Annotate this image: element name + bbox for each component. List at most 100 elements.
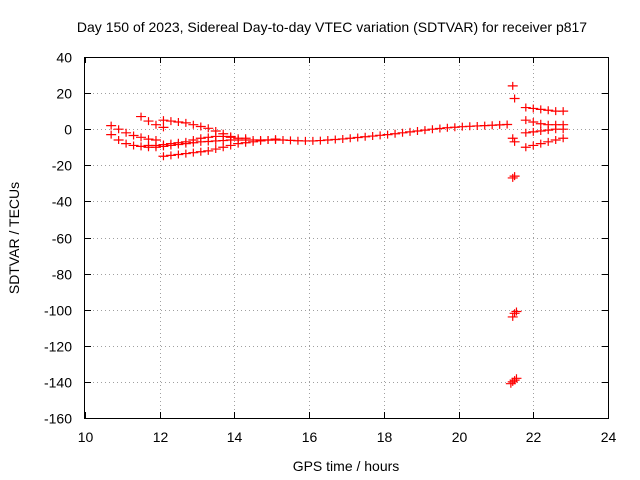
data-point [558,134,569,143]
data-point [543,106,554,115]
data-point [173,117,184,126]
data-point [136,112,147,121]
data-point [173,150,184,159]
y-tick-label: -120 [44,339,72,355]
series-track-15 [520,134,569,152]
data-point [345,134,356,143]
data-point [528,141,539,150]
x-axis-label: GPS time / hours [293,458,400,474]
data-point [511,374,522,383]
data-point [352,133,363,142]
data-point [203,133,214,142]
data-point [113,125,124,134]
data-point [509,172,520,181]
data-point [419,126,430,135]
data-point [507,312,518,321]
y-tick-label: -140 [44,375,72,391]
data-point [165,139,176,148]
data-point [165,117,176,126]
data-point [203,146,214,155]
data-point [509,376,520,385]
y-tick-label: 40 [56,50,72,66]
data-point [195,147,206,156]
data-point [248,137,259,146]
data-point [367,132,378,141]
x-tick-label: 10 [78,429,94,445]
data-point [188,148,199,157]
data-point [535,105,546,114]
y-tick-label: -80 [52,267,72,283]
x-tick-label: 22 [526,429,542,445]
data-point [382,130,393,139]
data-point [188,120,199,129]
data-point [121,128,132,137]
data-point [240,134,251,143]
data-point [375,131,386,140]
data-point [158,152,169,161]
axis-ticks: 10 12 14 16 18 20 22 24 -160 -140 -120 -100 -80 -60 -4… [44,50,617,446]
y-tick-label: -60 [52,231,72,247]
data-points [106,81,569,388]
data-point [128,131,139,140]
data-point [427,125,438,134]
data-point [203,124,214,133]
y-tick-label: -20 [52,158,72,174]
series-track-10 [507,307,522,321]
y-tick-label: 20 [56,86,72,102]
data-point [507,81,518,90]
data-point [143,117,154,126]
data-point [225,141,236,150]
data-point [528,104,539,113]
series-track-6 [143,132,251,150]
data-point [390,129,401,138]
chart-title: Day 150 of 2023, Sidereal Day-to-day VTE… [77,19,587,35]
series-track-1 [106,120,513,152]
y-tick-label: -100 [44,303,72,319]
data-point [195,122,206,131]
series-track-12 [520,103,569,116]
data-point [180,118,191,127]
series-track-7 [507,81,520,103]
data-point [558,125,569,134]
data-point [337,134,348,143]
data-point [188,136,199,145]
series-track-2 [106,121,161,145]
data-point [543,137,554,146]
series-track-3 [136,112,169,132]
plot-frame [84,57,609,419]
series-track-8 [507,134,520,146]
data-point [210,145,221,154]
data-point [360,132,371,141]
data-point [150,120,161,129]
series-track-11 [505,374,522,388]
data-point [412,127,423,136]
data-point [106,130,117,139]
data-point [528,117,539,126]
data-point [528,127,539,136]
data-point [218,143,229,152]
x-tick-label: 20 [452,429,468,445]
data-point [158,140,169,149]
data-point [180,149,191,158]
series-track-13 [520,116,569,129]
data-point [509,137,520,146]
x-tick-label: 14 [227,429,243,445]
series-track-14 [520,125,569,137]
y-axis-label: SDTVAR / TECUs [6,182,22,294]
x-tick-label: 12 [153,429,169,445]
data-point [520,128,531,137]
data-point [165,151,176,160]
data-point [509,309,520,318]
x-tick-label: 24 [601,429,617,445]
data-point [270,135,281,144]
data-point [397,128,408,137]
data-point [520,116,531,125]
data-point [535,127,546,136]
grid [85,57,608,418]
data-point [550,136,561,145]
data-point [535,139,546,148]
data-point [507,134,518,143]
data-point [136,133,147,142]
data-point [558,107,569,116]
